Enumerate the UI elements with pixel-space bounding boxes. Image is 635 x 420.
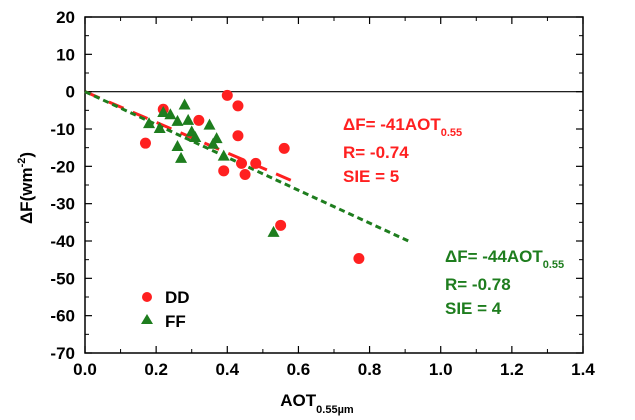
- data-point-dd: [353, 253, 365, 265]
- data-point-ff: [207, 137, 220, 149]
- y-tick-label: -30: [50, 195, 75, 214]
- legend: DD FF: [141, 288, 190, 331]
- data-point-dd: [239, 169, 251, 181]
- x-tick-label: 0.2: [144, 360, 168, 379]
- x-tick-label: 1.2: [500, 360, 524, 379]
- y-tick-label: -70: [50, 344, 75, 363]
- annotation-dd-sie: SIE = 5: [343, 167, 399, 186]
- data-point-ff: [164, 108, 177, 120]
- annotation-ff-r: R= -0.78: [445, 275, 511, 294]
- y-tick-label: -50: [50, 269, 75, 288]
- y-tick-label: 10: [56, 45, 75, 64]
- x-tick-label: 0.6: [287, 360, 311, 379]
- data-point-dd: [139, 137, 151, 149]
- legend-marker-dd: [142, 292, 152, 302]
- data-point-dd: [221, 89, 233, 101]
- annotation-dd: ΔF= -41AOT0.55 R= -0.74 SIE = 5: [343, 115, 462, 186]
- data-point-dd: [232, 130, 244, 142]
- data-point-ff: [267, 225, 280, 237]
- data-point-ff: [171, 139, 184, 151]
- x-tick-label: 1.4: [571, 360, 595, 379]
- legend-marker-ff: [141, 314, 153, 324]
- data-point-ff: [210, 132, 223, 144]
- data-point-dd: [278, 142, 290, 154]
- data-point-ff: [143, 117, 156, 129]
- y-tick-label: -40: [50, 232, 75, 251]
- annotation-ff: ΔF= -44AOT0.55 R= -0.78 SIE = 4: [445, 247, 564, 318]
- x-tick-label: 1.0: [429, 360, 453, 379]
- data-point-ff: [153, 122, 166, 134]
- y-tick-label: -20: [50, 157, 75, 176]
- y-tick-label: -60: [50, 307, 75, 326]
- data-point-dd: [236, 157, 248, 169]
- data-point-ff: [182, 113, 195, 125]
- data-point-ff: [189, 130, 202, 142]
- data-point-ff: [175, 151, 188, 163]
- data-point-dd: [232, 100, 244, 112]
- annotation-ff-equation: ΔF= -44AOT0.55: [445, 247, 564, 271]
- plot-frame: [84, 16, 584, 354]
- annotation-dd-equation: ΔF= -41AOT0.55: [343, 115, 462, 139]
- y-axis-title: ΔF(wm-2): [16, 152, 36, 224]
- data-point-ff: [171, 114, 184, 126]
- data-point-dd: [275, 219, 287, 231]
- annotation-ff-sie: SIE = 4: [445, 299, 502, 318]
- y-tick-label: 0: [66, 83, 75, 102]
- annotation-dd-r: R= -0.74: [343, 143, 409, 162]
- data-point-dd: [250, 157, 262, 169]
- legend-label-ff: FF: [165, 312, 186, 331]
- data-point-ff: [178, 98, 191, 110]
- x-axis-title: AOT0.55µm: [280, 391, 354, 416]
- x-tick-label: 0.0: [73, 360, 97, 379]
- y-tick-label: -10: [50, 120, 75, 139]
- data-point-dd: [218, 165, 230, 177]
- plot-area: 0.0 0.2 0.4 0.6 0.8 1.0 1.2 1.4 20 10 0 -10 -20 -30 -4…: [50, 8, 595, 379]
- data-point-dd: [193, 114, 205, 126]
- data-point-ff: [203, 118, 216, 130]
- x-tick-label: 0.4: [215, 360, 239, 379]
- y-tick-label: 20: [56, 8, 75, 27]
- legend-label-dd: DD: [165, 288, 190, 307]
- data-point-ff: [217, 149, 230, 161]
- data-point-ff: [157, 105, 170, 117]
- x-tick-label: 0.8: [358, 360, 382, 379]
